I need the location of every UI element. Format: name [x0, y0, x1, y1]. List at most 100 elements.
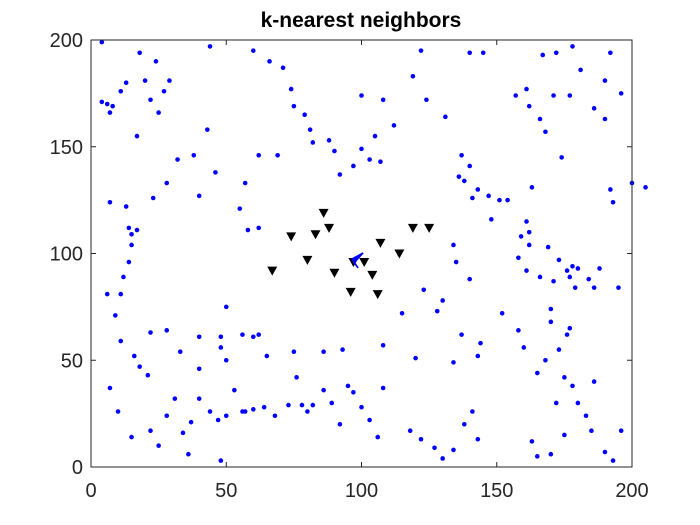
data-point	[553, 400, 559, 406]
data-point	[556, 347, 562, 352]
data-point	[134, 133, 140, 139]
data-point	[118, 291, 124, 297]
data-point	[567, 93, 573, 98]
data-point	[461, 422, 467, 427]
data-point	[142, 78, 148, 83]
data-point	[451, 242, 456, 248]
data-point	[161, 88, 167, 94]
y-tick-label: 100	[50, 244, 83, 266]
data-point	[134, 227, 140, 233]
data-point	[470, 409, 475, 414]
data-point	[486, 193, 491, 199]
data-point	[570, 44, 575, 49]
data-point	[618, 91, 624, 96]
neighbor-point	[375, 238, 386, 248]
data-point	[215, 417, 221, 423]
data-point	[475, 187, 481, 192]
data-point	[104, 291, 110, 297]
data-point	[575, 400, 581, 406]
data-point	[372, 133, 378, 139]
data-point	[456, 174, 462, 179]
data-point	[489, 217, 494, 222]
data-point	[237, 206, 243, 211]
data-point	[294, 375, 299, 380]
data-point	[529, 185, 535, 190]
data-point	[572, 285, 578, 290]
data-point	[559, 155, 564, 160]
data-point	[602, 449, 608, 455]
data-point	[367, 157, 372, 162]
x-tick-label: 150	[480, 480, 513, 502]
data-point	[526, 229, 532, 235]
data-point	[618, 428, 624, 434]
data-point	[413, 355, 418, 361]
data-point	[129, 231, 134, 237]
data-point	[299, 402, 305, 408]
data-point	[602, 78, 608, 83]
data-point	[310, 402, 316, 408]
data-point	[543, 357, 548, 363]
data-point	[218, 334, 224, 340]
data-point	[537, 274, 543, 280]
data-point	[535, 370, 540, 376]
data-point	[137, 364, 142, 369]
data-point	[643, 185, 648, 190]
data-point	[288, 86, 294, 92]
data-point	[150, 195, 156, 201]
y-tick-label: 200	[50, 30, 83, 52]
data-point	[207, 409, 213, 414]
neighbor-point	[372, 290, 383, 300]
data-point	[567, 325, 573, 331]
data-point	[196, 193, 202, 199]
data-point	[137, 50, 142, 56]
data-point	[526, 103, 532, 109]
x-tick-label: 0	[85, 480, 96, 502]
data-point	[583, 413, 589, 419]
data-point	[337, 422, 343, 427]
data-point	[145, 372, 151, 378]
data-point	[461, 178, 467, 184]
data-point	[196, 396, 202, 401]
y-tick-label: 150	[50, 137, 83, 159]
data-point	[129, 242, 134, 248]
x-tick-label: 100	[345, 480, 378, 502]
data-point	[329, 400, 335, 406]
neighbor-point	[286, 232, 297, 242]
data-point	[453, 259, 459, 265]
data-point	[407, 428, 413, 434]
data-point	[275, 152, 280, 158]
data-point	[443, 114, 448, 120]
data-point	[321, 387, 326, 393]
data-point	[264, 353, 270, 359]
data-point	[459, 152, 464, 158]
data-point	[616, 285, 621, 290]
data-point	[148, 330, 153, 335]
data-point	[459, 332, 464, 337]
data-point	[188, 419, 194, 425]
data-point	[610, 199, 616, 205]
data-point	[548, 306, 554, 312]
data-point	[118, 88, 124, 94]
data-point	[261, 404, 267, 410]
data-point	[207, 44, 213, 49]
data-point	[332, 148, 337, 154]
data-point	[521, 345, 527, 350]
neighbor-point	[367, 270, 378, 280]
data-point	[251, 334, 256, 340]
data-point	[551, 93, 556, 98]
data-point	[251, 48, 256, 53]
data-point	[115, 409, 121, 414]
data-point	[180, 430, 186, 436]
data-point	[421, 287, 427, 293]
data-point	[256, 152, 262, 158]
data-point	[267, 59, 272, 64]
x-tick-label: 50	[215, 480, 237, 502]
data-point	[218, 345, 224, 350]
data-point	[505, 197, 510, 203]
neighbor-point	[267, 266, 278, 276]
data-point	[608, 187, 613, 192]
neighbor-point	[394, 249, 405, 259]
data-point	[553, 50, 559, 56]
data-point	[564, 332, 570, 337]
data-point	[107, 199, 113, 205]
